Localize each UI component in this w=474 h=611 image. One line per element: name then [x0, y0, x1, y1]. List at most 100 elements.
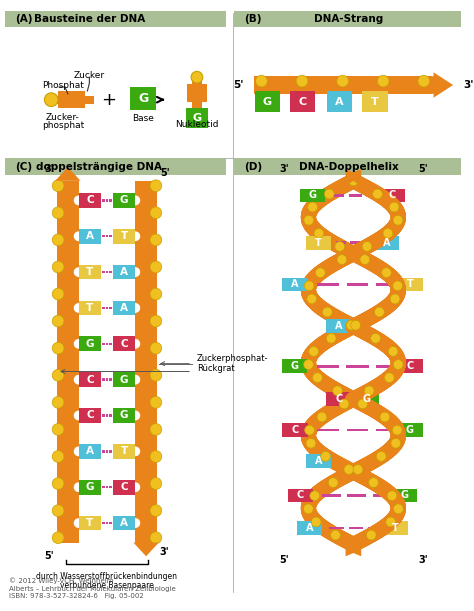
FancyArrow shape — [133, 543, 159, 556]
Circle shape — [52, 288, 64, 300]
Bar — [109, 450, 112, 453]
Circle shape — [150, 207, 162, 219]
Circle shape — [324, 189, 334, 199]
Circle shape — [130, 232, 140, 241]
Circle shape — [150, 180, 162, 192]
Bar — [106, 414, 109, 417]
Bar — [282, 423, 308, 437]
Text: 3': 3' — [45, 164, 54, 174]
Circle shape — [393, 215, 403, 225]
Text: T: T — [315, 238, 322, 247]
Circle shape — [358, 399, 367, 409]
Text: +: + — [101, 90, 117, 109]
Bar — [113, 516, 136, 530]
FancyArrow shape — [346, 542, 358, 556]
Bar — [187, 75, 207, 111]
Text: G: G — [263, 97, 272, 107]
Circle shape — [304, 215, 314, 225]
Bar — [288, 489, 313, 502]
Bar — [290, 91, 315, 112]
Bar — [102, 486, 105, 488]
Circle shape — [333, 386, 343, 396]
Circle shape — [74, 518, 83, 528]
Circle shape — [74, 303, 83, 313]
Circle shape — [308, 202, 318, 212]
Circle shape — [130, 196, 140, 205]
Bar — [106, 307, 109, 309]
Circle shape — [150, 234, 162, 246]
Circle shape — [390, 294, 400, 304]
Circle shape — [320, 452, 330, 461]
Bar — [331, 194, 345, 197]
Circle shape — [130, 447, 140, 456]
Circle shape — [418, 75, 429, 87]
Circle shape — [335, 241, 345, 251]
Text: 5': 5' — [279, 555, 289, 565]
Bar — [109, 378, 112, 381]
Bar — [374, 236, 399, 249]
Bar — [106, 271, 109, 273]
Circle shape — [371, 334, 381, 343]
Circle shape — [74, 232, 83, 241]
Circle shape — [130, 411, 140, 420]
Circle shape — [339, 399, 349, 409]
Circle shape — [150, 397, 162, 408]
Bar — [376, 284, 398, 286]
Text: 3': 3' — [279, 164, 289, 174]
Text: A: A — [86, 447, 94, 456]
Text: A: A — [120, 267, 128, 277]
Bar — [255, 91, 280, 112]
Text: A: A — [336, 97, 344, 107]
Circle shape — [393, 360, 403, 370]
Circle shape — [344, 464, 354, 474]
Bar — [327, 91, 352, 112]
Text: G: G — [401, 491, 409, 500]
Bar — [102, 271, 105, 273]
Bar — [326, 320, 351, 333]
Circle shape — [52, 397, 64, 408]
Circle shape — [130, 375, 140, 384]
Bar — [79, 408, 101, 423]
Text: doppelsträngige DNA: doppelsträngige DNA — [36, 162, 162, 172]
Bar — [282, 359, 307, 373]
Bar — [102, 414, 105, 417]
Bar — [113, 408, 136, 423]
Text: C: C — [120, 338, 128, 349]
Circle shape — [369, 478, 378, 488]
Circle shape — [382, 268, 392, 277]
Circle shape — [362, 241, 372, 251]
Bar — [113, 372, 136, 387]
Text: T: T — [392, 523, 399, 533]
Text: Zucker-: Zucker- — [46, 113, 80, 122]
Circle shape — [130, 267, 140, 277]
Bar — [300, 189, 325, 202]
Bar — [102, 450, 105, 453]
Text: 5': 5' — [233, 80, 244, 90]
Text: C: C — [86, 196, 94, 205]
Circle shape — [74, 482, 83, 492]
Circle shape — [373, 189, 383, 199]
Text: A: A — [291, 279, 299, 290]
Bar — [85, 104, 94, 109]
Bar — [102, 199, 105, 202]
Text: ISBN: 978-3-527-32824-6   Fig. 05-002: ISBN: 978-3-527-32824-6 Fig. 05-002 — [9, 593, 144, 599]
Bar — [318, 429, 339, 431]
Circle shape — [150, 478, 162, 489]
Circle shape — [150, 370, 162, 381]
Circle shape — [386, 517, 395, 527]
Circle shape — [150, 288, 162, 300]
Bar — [329, 527, 344, 529]
Text: G: G — [192, 113, 201, 123]
Circle shape — [317, 412, 327, 422]
Bar — [202, 75, 207, 84]
Circle shape — [74, 267, 83, 277]
Bar — [350, 241, 360, 244]
Bar — [49, 91, 94, 109]
Text: (C): (C) — [15, 162, 32, 172]
Text: Zucker: Zucker — [74, 71, 105, 80]
Text: 3': 3' — [160, 547, 169, 557]
Text: G: G — [138, 92, 148, 105]
Bar — [397, 423, 422, 437]
Bar — [306, 236, 331, 249]
Circle shape — [150, 342, 162, 354]
